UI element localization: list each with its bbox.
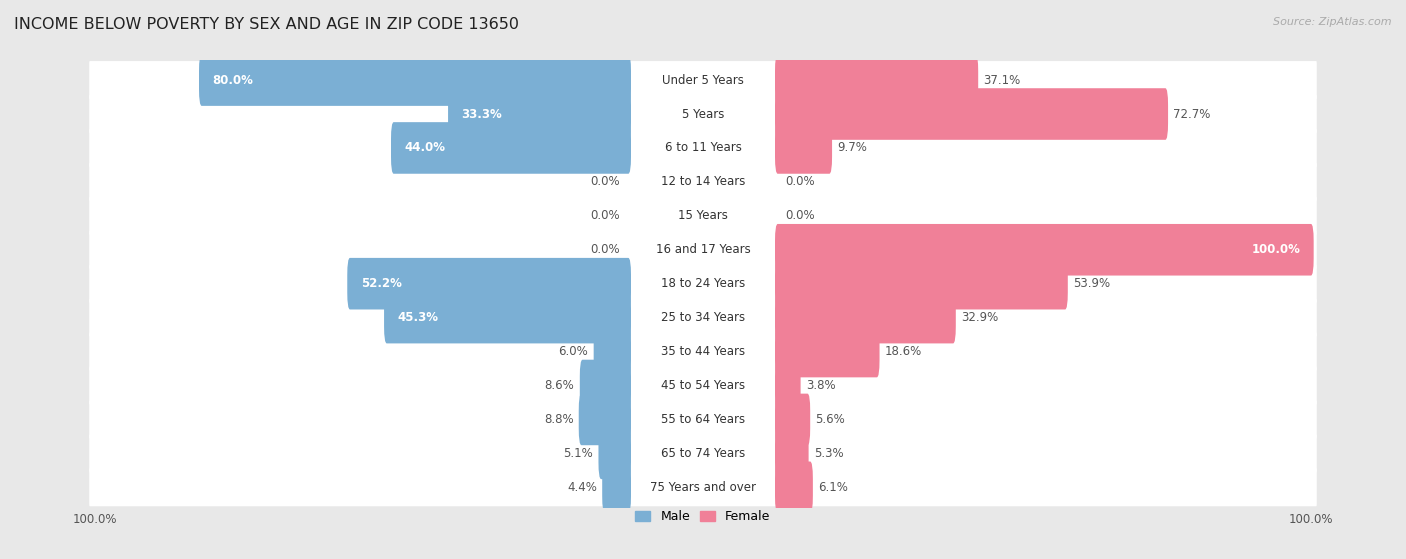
FancyBboxPatch shape <box>89 95 1317 133</box>
FancyBboxPatch shape <box>89 468 1317 506</box>
Text: 55 to 64 Years: 55 to 64 Years <box>661 413 745 426</box>
FancyBboxPatch shape <box>89 434 1317 472</box>
FancyBboxPatch shape <box>89 129 1317 167</box>
FancyBboxPatch shape <box>775 224 1313 276</box>
FancyBboxPatch shape <box>775 292 956 343</box>
Text: 25 to 34 Years: 25 to 34 Years <box>661 311 745 324</box>
Text: 18.6%: 18.6% <box>884 345 922 358</box>
Text: 3.8%: 3.8% <box>806 379 835 392</box>
Text: 16 and 17 Years: 16 and 17 Years <box>655 243 751 256</box>
FancyBboxPatch shape <box>384 292 631 343</box>
Text: 32.9%: 32.9% <box>962 311 998 324</box>
Text: 4.4%: 4.4% <box>567 481 598 494</box>
Text: 8.6%: 8.6% <box>544 379 575 392</box>
Text: 5.1%: 5.1% <box>564 447 593 460</box>
FancyBboxPatch shape <box>775 258 1067 310</box>
Text: INCOME BELOW POVERTY BY SEX AND AGE IN ZIP CODE 13650: INCOME BELOW POVERTY BY SEX AND AGE IN Z… <box>14 17 519 32</box>
FancyBboxPatch shape <box>89 299 1317 337</box>
Text: 37.1%: 37.1% <box>984 74 1021 87</box>
Text: 6.1%: 6.1% <box>818 481 848 494</box>
Text: 8.8%: 8.8% <box>544 413 574 426</box>
Text: 53.9%: 53.9% <box>1073 277 1111 290</box>
FancyBboxPatch shape <box>775 326 880 377</box>
Text: 80.0%: 80.0% <box>212 74 253 87</box>
FancyBboxPatch shape <box>200 54 631 106</box>
Text: Source: ZipAtlas.com: Source: ZipAtlas.com <box>1274 17 1392 27</box>
FancyBboxPatch shape <box>593 326 631 377</box>
Text: 15 Years: 15 Years <box>678 209 728 222</box>
Text: 0.0%: 0.0% <box>591 209 620 222</box>
Text: 44.0%: 44.0% <box>405 141 446 154</box>
FancyBboxPatch shape <box>89 231 1317 269</box>
FancyBboxPatch shape <box>449 88 631 140</box>
FancyBboxPatch shape <box>89 400 1317 438</box>
FancyBboxPatch shape <box>89 367 1317 405</box>
FancyBboxPatch shape <box>89 163 1317 201</box>
Text: 5.3%: 5.3% <box>814 447 844 460</box>
FancyBboxPatch shape <box>775 394 810 445</box>
FancyBboxPatch shape <box>89 61 1317 99</box>
Text: 0.0%: 0.0% <box>786 209 815 222</box>
Text: 45.3%: 45.3% <box>398 311 439 324</box>
Text: 0.0%: 0.0% <box>786 176 815 188</box>
FancyBboxPatch shape <box>775 122 832 174</box>
FancyBboxPatch shape <box>602 462 631 513</box>
Text: 6 to 11 Years: 6 to 11 Years <box>665 141 741 154</box>
Text: 0.0%: 0.0% <box>591 176 620 188</box>
Text: 45 to 54 Years: 45 to 54 Years <box>661 379 745 392</box>
FancyBboxPatch shape <box>599 428 631 479</box>
FancyBboxPatch shape <box>391 122 631 174</box>
Text: 72.7%: 72.7% <box>1174 107 1211 121</box>
Text: 100.0%: 100.0% <box>1251 243 1301 256</box>
FancyBboxPatch shape <box>579 359 631 411</box>
Text: 0.0%: 0.0% <box>591 243 620 256</box>
Text: Under 5 Years: Under 5 Years <box>662 74 744 87</box>
FancyBboxPatch shape <box>89 197 1317 235</box>
FancyBboxPatch shape <box>89 333 1317 371</box>
Text: 65 to 74 Years: 65 to 74 Years <box>661 447 745 460</box>
Text: 75 Years and over: 75 Years and over <box>650 481 756 494</box>
FancyBboxPatch shape <box>775 88 1168 140</box>
FancyBboxPatch shape <box>775 54 979 106</box>
Text: 12 to 14 Years: 12 to 14 Years <box>661 176 745 188</box>
FancyBboxPatch shape <box>775 428 808 479</box>
Text: 5 Years: 5 Years <box>682 107 724 121</box>
Text: 33.3%: 33.3% <box>461 107 502 121</box>
Text: 5.6%: 5.6% <box>815 413 845 426</box>
Text: 52.2%: 52.2% <box>360 277 402 290</box>
FancyBboxPatch shape <box>775 462 813 513</box>
Legend: Male, Female: Male, Female <box>630 505 776 528</box>
FancyBboxPatch shape <box>775 359 800 411</box>
FancyBboxPatch shape <box>89 264 1317 302</box>
Text: 18 to 24 Years: 18 to 24 Years <box>661 277 745 290</box>
FancyBboxPatch shape <box>579 394 631 445</box>
Text: 6.0%: 6.0% <box>558 345 588 358</box>
Text: 9.7%: 9.7% <box>838 141 868 154</box>
Text: 35 to 44 Years: 35 to 44 Years <box>661 345 745 358</box>
FancyBboxPatch shape <box>347 258 631 310</box>
